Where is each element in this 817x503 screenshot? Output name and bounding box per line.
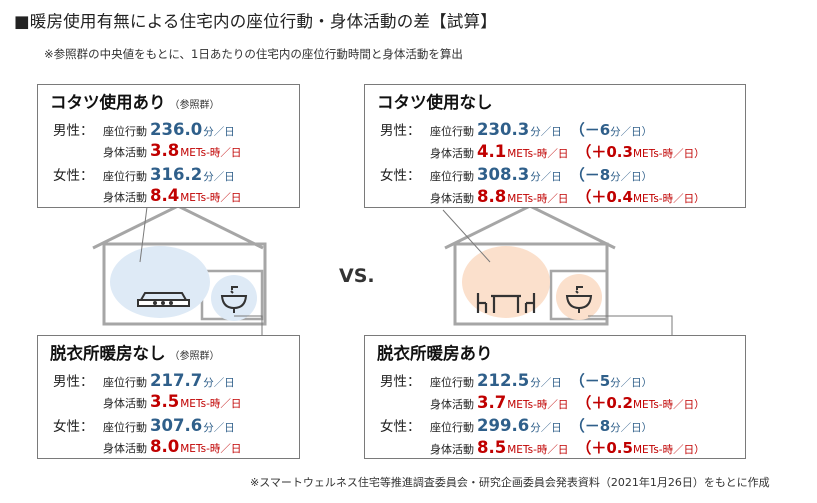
male-sitting-row: 男性： 座位行動 217.7 分／日 [53,371,235,390]
versus-label: VS. [339,265,375,287]
reference-tag: （参照群） [169,351,220,362]
box-title: コタツ使用なし [377,93,493,112]
box-kotatsu-yes: コタツ使用あり （参照群） 男性： 座位行動 236.0 分／日 身体活動 3.8 METs… [37,84,300,208]
calculation-note: ※参照群の中央値をもとに、1日あたりの住宅内の座位行動時間と身体活動を算出 [44,47,463,61]
male-activity-row: 身体活動 3.8 METs-時／日 [103,141,242,160]
dining-area-circle [462,246,550,318]
washbasin-area-circle [211,275,257,321]
female-activity-row: 身体活動 8.0 METs-時／日 [103,437,242,456]
source-note: ※スマートウェルネス住宅等推進調査委員会・研究企画委員会発表資料（2021年1月… [250,476,770,489]
box-dressing-no-heat: 脱衣所暖房なし （参照群） 男性： 座位行動 217.7 分／日 身体活動 3.5 METs… [37,335,300,459]
right-house [444,204,616,326]
kotatsu-icon [137,292,190,307]
kotatsu-area-circle [110,246,210,318]
female-activity-row: 身体活動 8.4 METs-時／日 [103,186,242,205]
callout-lines [139,206,673,336]
female-activity-row: 身体活動 8.8 METs-時／日 （＋0.4 METs-時／日） [430,187,705,206]
male-sitting-row: 男性： 座位行動 212.5 分／日 （－5 分／日） [380,371,653,390]
female-sitting-row: 女性： 座位行動 307.6 分／日 [53,416,235,435]
male-activity-row: 身体活動 3.7 METs-時／日 （＋0.2 METs-時／日） [430,393,705,412]
box-dressing-heat: 脱衣所暖房あり 男性： 座位行動 212.5 分／日 （－5 分／日） 身体活動 3.7 ME… [364,335,746,459]
female-sitting-row: 女性： 座位行動 308.3 分／日 （－8 分／日） [380,165,653,184]
male-sitting-row: 男性： 座位行動 236.0 分／日 [53,120,235,139]
box-title: コタツ使用あり （参照群） [50,93,220,112]
reference-tag: （参照群） [169,100,220,111]
female-sitting-row: 女性： 座位行動 299.6 分／日 （－8 分／日） [380,416,653,435]
female-activity-row: 身体活動 8.5 METs-時／日 （＋0.5 METs-時／日） [430,438,705,457]
male-activity-row: 身体活動 4.1 METs-時／日 （＋0.3 METs-時／日） [430,142,705,161]
box-kotatsu-no: コタツ使用なし 男性： 座位行動 230.3 分／日 （－6 分／日） 身体活動 4.1 ME… [364,84,746,208]
washbasin-icon [220,286,248,313]
male-activity-row: 身体活動 3.5 METs-時／日 [103,392,242,411]
box-title: 脱衣所暖房あり [377,344,493,363]
female-sitting-row: 女性： 座位行動 316.2 分／日 [53,165,235,184]
male-sitting-row: 男性： 座位行動 230.3 分／日 （－6 分／日） [380,120,653,139]
page-title: ■暖房使用有無による住宅内の座位行動・身体活動の差【試算】 [14,12,497,31]
washbasin-icon [565,286,593,313]
box-title: 脱衣所暖房なし （参照群） [50,344,220,363]
dining-table-icon [476,293,536,313]
